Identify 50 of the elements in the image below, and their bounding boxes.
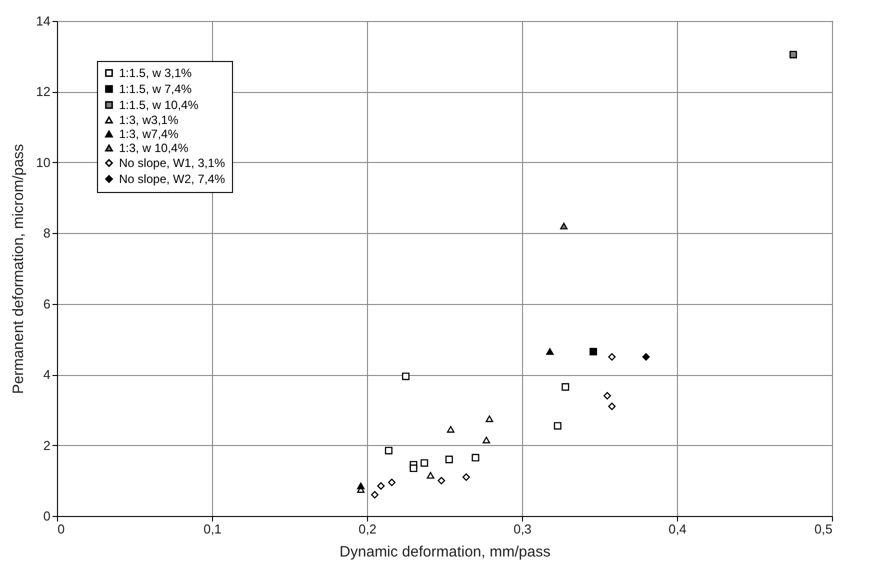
point [608,402,616,410]
y-tick-label: 4 [43,367,50,382]
legend-label: No slope, W2, 7,4% [119,172,226,186]
legend-label: 1:3, w 10,4% [119,141,189,155]
point [426,472,434,479]
point [388,478,396,486]
x-tick-label: 0,5 [814,522,832,536]
point [384,446,392,454]
legend-label: 1:3, w7,4% [119,127,179,141]
point [446,426,454,433]
point [554,422,562,430]
point [472,454,480,462]
point [642,353,650,361]
point [608,353,616,361]
x-tick-label: 0,4 [668,522,687,536]
legend-label: 1:3, w3,1% [119,113,179,127]
y-tick-label: 6 [43,296,50,312]
x-tick-label: 0,3 [513,522,532,536]
y-tick-label: 8 [43,226,50,241]
y-tick-label: 12 [36,84,50,100]
point [410,464,418,472]
y-tick-label: 14 [36,14,50,28]
point [377,482,385,490]
point [590,348,598,356]
point [789,50,798,58]
y-tick-label: 2 [43,438,50,453]
legend-label: 1:1.5, w 7,4% [119,82,192,96]
point [603,392,612,400]
y-tick-label: 10 [36,154,50,170]
point [357,482,365,490]
x-tick-label: 0,1 [203,522,222,536]
x-tick-label: 0 [58,522,65,536]
point [438,476,446,484]
legend-label: 1:1.5, w 3,1% [119,66,192,80]
legend-label: 1:1.5, w 10,4% [119,98,199,112]
point [486,415,494,422]
point [370,491,379,499]
point [445,456,453,464]
x-tick-label: 0,2 [358,522,377,536]
point [562,383,570,391]
point [560,222,568,230]
point [546,348,554,355]
point [462,473,470,481]
point [420,459,428,467]
point [482,436,490,444]
y-tick-label: 0 [43,508,50,524]
x-axis-title: Dynamic deformation, mm/pass [340,544,550,560]
legend-label: No slope, W1, 3,1% [119,156,226,170]
y-axis-title: Permanent deformation, microm/pass [10,144,28,394]
point [402,372,410,380]
